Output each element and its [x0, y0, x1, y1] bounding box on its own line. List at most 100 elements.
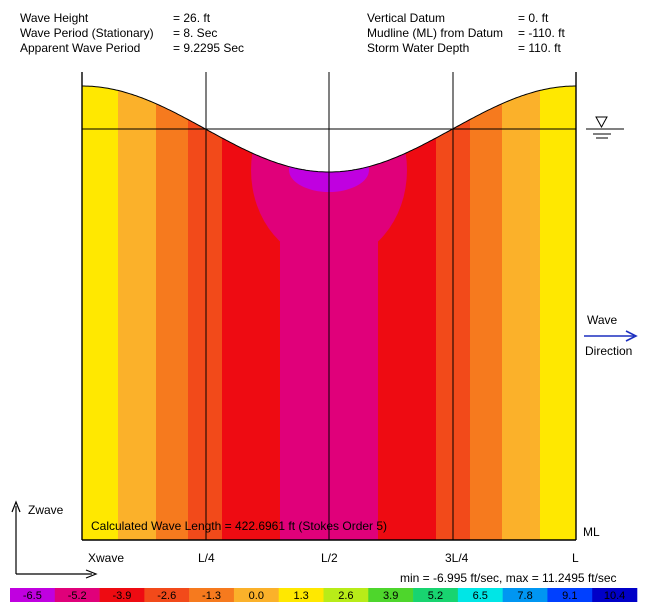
heatmap-cell [326, 86, 329, 540]
mudline-label: ML [583, 525, 600, 539]
heatmap-cell [504, 86, 507, 540]
heatmap-cell [192, 86, 195, 540]
heatmap-cell [550, 86, 553, 540]
heatmap-cell [134, 86, 137, 540]
heatmap-cell [558, 86, 561, 540]
colorbar-label: -1.3 [202, 590, 221, 602]
heatmap-cell [388, 86, 391, 540]
heatmap-cell [178, 86, 181, 540]
heatmap-cell [446, 86, 449, 540]
heatmap-cell [274, 86, 277, 540]
heatmap-cell [552, 86, 555, 540]
heatmap-cell [484, 86, 487, 540]
heatmap-cell [330, 86, 333, 540]
heatmap-cell [404, 86, 407, 540]
heatmap-cell [316, 86, 319, 540]
heatmap-cell [296, 86, 299, 540]
heatmap-cell [270, 86, 273, 540]
heatmap-cell [92, 86, 95, 540]
heatmap-cell [462, 86, 465, 540]
heatmap-cell [420, 86, 423, 540]
heatmap-cell [460, 86, 463, 540]
heatmap-cell [324, 86, 327, 540]
heatmap-cell [340, 86, 343, 540]
colorbar-label: 5.2 [428, 590, 443, 602]
heatmap-cell [444, 86, 447, 540]
heatmap-cell [166, 86, 169, 540]
calculated-wave-length: Calculated Wave Length = 422.6961 ft (St… [91, 519, 387, 533]
heatmap-cell [360, 86, 363, 540]
heatmap-cell [132, 86, 135, 540]
heatmap-cell [560, 86, 563, 540]
heatmap-cell [396, 86, 399, 540]
heatmap-cell [304, 86, 307, 540]
heatmap-cell [528, 86, 531, 540]
heatmap-cell [306, 86, 309, 540]
heatmap-cell [90, 86, 93, 540]
x-tick-label: 3L/4 [445, 551, 469, 565]
x-tick-label: L [572, 551, 579, 565]
heatmap-cell [536, 86, 539, 540]
heatmap-cell [160, 86, 163, 540]
heatmap-cell [126, 86, 129, 540]
heatmap-cell [94, 86, 97, 540]
colorbar-label: 3.9 [383, 590, 398, 602]
mudline-value: = -110. ft [518, 26, 565, 40]
colorbar-label: 2.6 [338, 590, 353, 602]
heatmap-cell [136, 86, 139, 540]
heatmap-cell [356, 86, 359, 540]
heatmap-cell [198, 86, 201, 540]
heatmap-cell [554, 86, 557, 540]
heatmap-cell [506, 86, 509, 540]
heatmap-cell [322, 86, 325, 540]
heatmap-cell [110, 86, 113, 540]
heatmap-cell [276, 86, 279, 540]
heatmap-cell [320, 86, 323, 540]
heatmap-cell [562, 86, 565, 540]
heatmap-cell [258, 86, 261, 540]
heatmap-cell [314, 86, 317, 540]
heatmap-cell [412, 86, 415, 540]
heatmap-cell [424, 86, 427, 540]
zwave-label: Zwave [28, 503, 64, 517]
heatmap-cell [150, 86, 153, 540]
wave-label: Wave [587, 313, 618, 327]
heatmap-cell [262, 86, 265, 540]
heatmap-cell [212, 86, 215, 540]
heatmap-cell [284, 86, 287, 540]
colorbar-swatch [54, 588, 100, 602]
heatmap-cell [312, 86, 315, 540]
heatmap-cell [500, 86, 503, 540]
heatmap-cell [430, 86, 433, 540]
heatmap-cell [496, 86, 499, 540]
heatmap-cell [466, 86, 469, 540]
heatmap-cell [556, 86, 559, 540]
heatmap-cell [334, 86, 337, 540]
heatmap-cell [204, 86, 207, 540]
heatmap-cell [250, 86, 253, 540]
wave-period-label: Wave Period (Stationary) [20, 26, 154, 40]
heatmap-cell [566, 86, 569, 540]
heatmap-cell [408, 86, 411, 540]
heatmap-cell [346, 86, 349, 540]
heatmap-cell [210, 86, 213, 540]
heatmap-cell [494, 86, 497, 540]
heatmap-cell [242, 86, 245, 540]
wave-direction-arrow-icon [584, 330, 638, 342]
x-tick-label: L/4 [198, 551, 215, 565]
still-water-level-icon [586, 116, 624, 139]
heatmap-cell [458, 86, 461, 540]
heatmap-cell [310, 86, 313, 540]
heatmap-cell [234, 86, 237, 540]
heatmap-cell [402, 86, 405, 540]
heatmap-cell [358, 86, 361, 540]
storm-depth-value: = 110. ft [518, 41, 561, 55]
heatmap-cell [394, 86, 397, 540]
colorbar-label: -2.6 [157, 590, 176, 602]
heatmap-cell [542, 86, 545, 540]
heatmap-cell [174, 86, 177, 540]
heatmap-cell [540, 86, 543, 540]
heatmap-cell [570, 86, 573, 540]
heatmap-cell [122, 86, 125, 540]
heatmap-cell [486, 86, 489, 540]
